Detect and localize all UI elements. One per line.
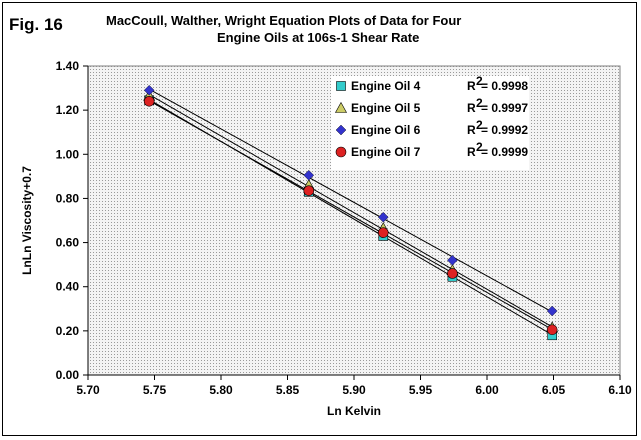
- x-tick-label: 6.00: [475, 383, 499, 397]
- x-axis-label: Ln Kelvin: [327, 404, 381, 418]
- legend-marker-3: [335, 124, 347, 136]
- x-tick-label: 6.05: [542, 383, 566, 397]
- data-point-series-4: [303, 185, 315, 197]
- r-squared-symbol: R: [467, 79, 476, 93]
- y-tick-label: 1.20: [56, 103, 80, 117]
- legend-label: Engine Oil 7: [351, 145, 421, 159]
- legend-label: Engine Oil 4: [351, 79, 421, 93]
- r-squared-symbol: R: [467, 101, 476, 115]
- chart-title-line2: Engine Oils at 106s-1 Shear Rate: [217, 30, 420, 45]
- data-point-series-3: [377, 211, 389, 223]
- legend-label: Engine Oil 5: [351, 101, 421, 115]
- data-point-series-4: [377, 227, 389, 238]
- r-squared-value: = 0.9998: [481, 79, 528, 93]
- data-point-series-4: [546, 324, 558, 336]
- y-tick-label: 0.00: [56, 368, 80, 382]
- y-tick-label: 0.80: [56, 191, 80, 205]
- legend-marker-4: [335, 146, 347, 158]
- legend-marker-1: [336, 81, 346, 91]
- y-axis-label: LnLn Viscosity+0.7: [20, 166, 34, 275]
- data-point-series-4: [447, 268, 458, 279]
- x-tick-label: 5.70: [76, 383, 100, 397]
- r-squared-symbol: R: [467, 123, 476, 137]
- x-tick-label: 5.90: [342, 383, 366, 397]
- r-squared-exponent: 2: [476, 74, 483, 88]
- x-tick-label: 5.80: [209, 383, 233, 397]
- figure-label: Fig. 16: [9, 15, 63, 34]
- r-squared-exponent: 2: [476, 140, 483, 154]
- r-squared-value: = 0.9992: [481, 123, 528, 137]
- legend-marker-2: [334, 101, 348, 113]
- data-point-series-3: [546, 305, 558, 317]
- r-squared-exponent: 2: [476, 118, 483, 132]
- legend-box: [331, 76, 529, 170]
- r-squared-exponent: 2: [476, 96, 483, 110]
- trendline-2: [148, 94, 553, 328]
- data-point-series-3: [143, 84, 155, 96]
- y-tick-label: 1.00: [56, 147, 80, 161]
- y-tick-label: 0.20: [56, 324, 80, 338]
- y-tick-label: 0.40: [56, 280, 80, 294]
- x-tick-label: 5.95: [409, 383, 433, 397]
- x-tick-label: 5.75: [143, 383, 167, 397]
- trendline-3: [148, 88, 553, 313]
- chart-title-line1: MacCoull, Walther, Wright Equation Plots…: [106, 13, 462, 28]
- y-tick-label: 0.60: [56, 236, 80, 250]
- r-squared-symbol: R: [467, 145, 476, 159]
- x-tick-label: 6.10: [608, 383, 632, 397]
- trendline-4: [148, 100, 553, 330]
- y-tick-label: 1.40: [56, 59, 80, 73]
- r-squared-value: = 0.9997: [481, 101, 528, 115]
- legend-label: Engine Oil 6: [351, 123, 421, 137]
- data-point-series-3: [447, 254, 458, 266]
- data-point-series-3: [303, 169, 315, 181]
- r-squared-value: = 0.9999: [481, 145, 528, 159]
- data-point-series-4: [143, 96, 155, 107]
- x-tick-label: 5.85: [276, 383, 300, 397]
